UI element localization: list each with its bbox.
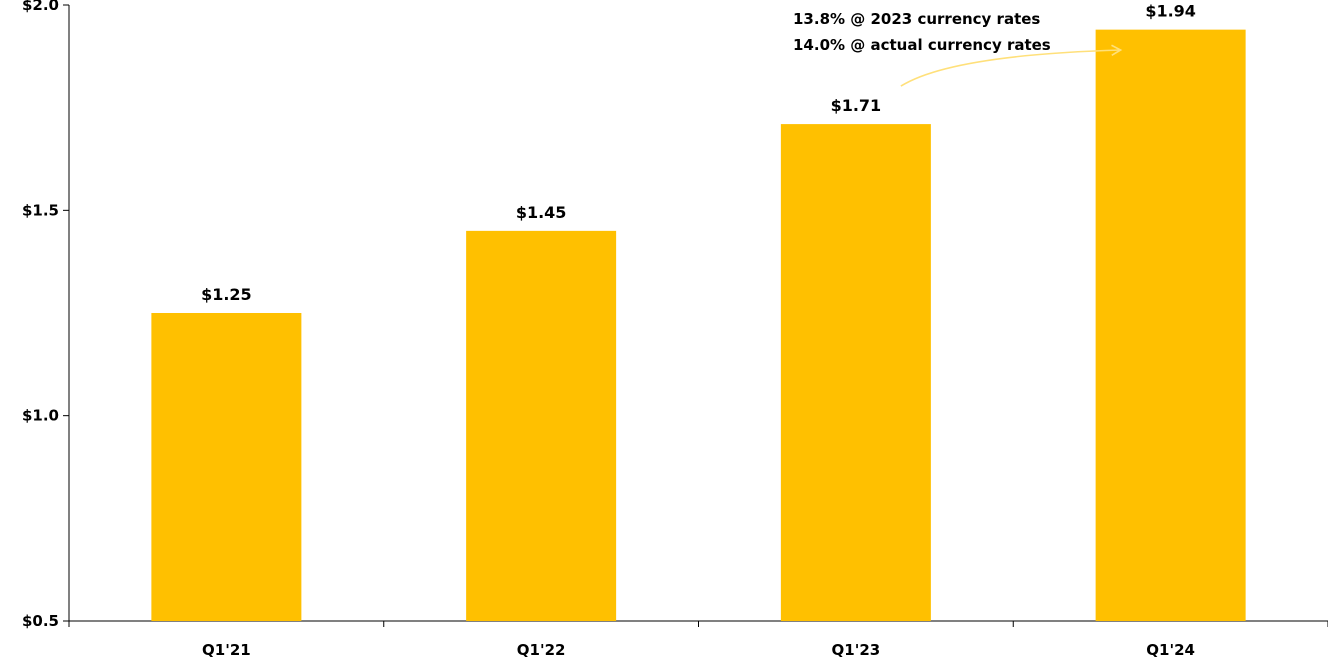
annotation-arrow [901,50,1121,86]
bar [1096,30,1246,621]
annotation-line: 13.8% @ 2023 currency rates [793,10,1040,28]
y-tick-label: $2.0 [22,0,59,14]
bar [466,231,616,621]
bars-group [151,30,1245,621]
category-label: Q1'22 [517,641,566,659]
data-label: $1.94 [1145,2,1196,21]
bar [781,124,931,621]
y-tick-label: $1.0 [22,407,59,425]
labels-group: $1.25 Q1'21 $1.45 Q1'22 $1.71 Q1'23 $1.94 Q1'24 [201,2,1196,659]
annotation-line: 14.0% @ actual currency rates [793,36,1051,54]
y-tick-label: $1.5 [22,201,59,219]
annotation-group: 13.8% @ 2023 currency rates 14.0% @ actua… [793,10,1121,86]
bar [151,313,301,621]
data-label: $1.25 [201,285,252,304]
data-label: $1.71 [831,96,882,115]
category-label: Q1'24 [1146,641,1195,659]
category-label: Q1'21 [202,641,251,659]
y-tick-label: $0.5 [22,612,59,630]
data-label: $1.45 [516,203,567,222]
category-label: Q1'23 [832,641,881,659]
